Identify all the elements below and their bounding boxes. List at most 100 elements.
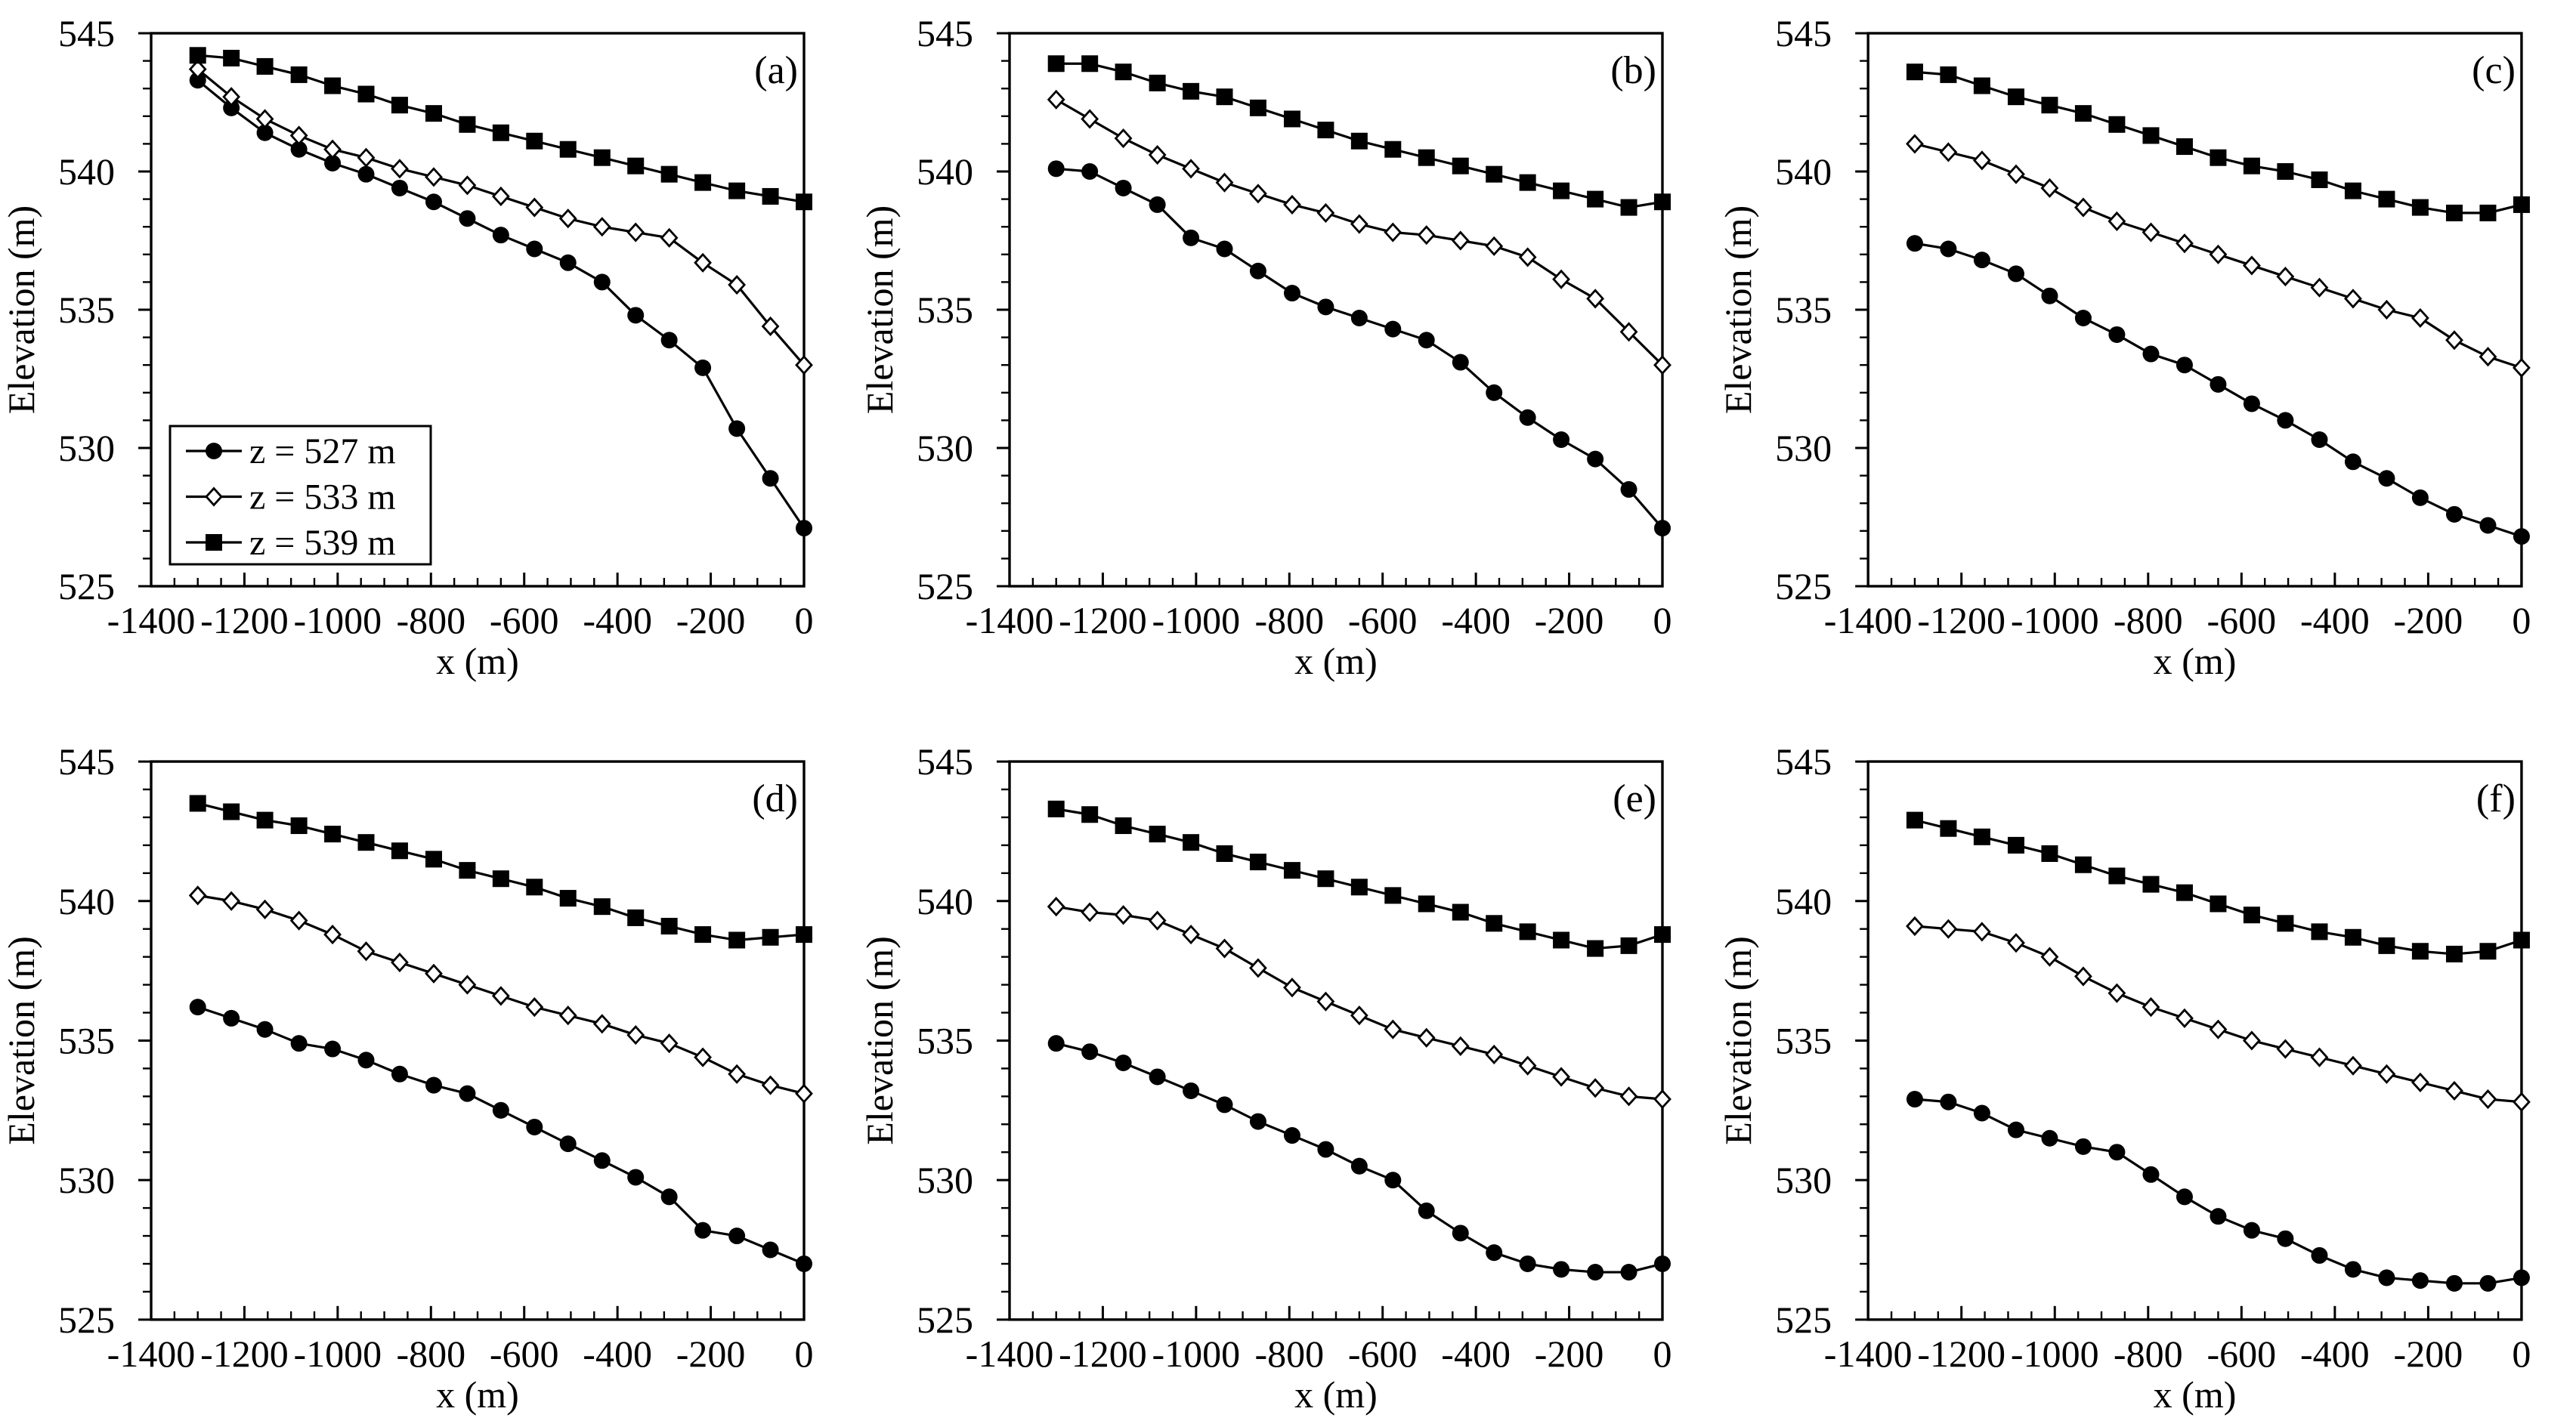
series-z527m-markers [1047, 1035, 1671, 1281]
filled-square-marker [526, 879, 543, 896]
filled-square-marker [1973, 828, 1990, 845]
open-diamond-marker [2513, 1092, 2531, 1112]
chart-f: 525 530 535 540 545 -1400 -1200 -1000 -800 -600 -4… [1717, 740, 2531, 1416]
filled-circle-marker [2007, 1121, 2024, 1138]
y-tick-label: 535 [1775, 289, 1832, 331]
y-axis-title: Elevation (m) [858, 936, 901, 1145]
filled-circle-marker [660, 332, 678, 349]
filled-circle-marker [1620, 480, 1637, 498]
filled-square-marker [1283, 862, 1300, 879]
y-axis: 525 530 535 540 545 [58, 12, 151, 607]
filled-circle-marker [2041, 287, 2058, 304]
open-diamond-marker [1182, 159, 1200, 179]
open-diamond-marker [2513, 357, 2531, 378]
filled-circle-marker [1081, 1043, 1099, 1061]
open-diamond-marker [626, 222, 645, 242]
open-diamond-marker [491, 986, 510, 1006]
filled-circle-marker [1452, 354, 1469, 371]
filled-square-marker [1350, 879, 1368, 896]
x-tick-label: -600 [1348, 1333, 1418, 1375]
series-z539m-markers [1906, 63, 2530, 221]
open-diamond-marker [2411, 307, 2429, 329]
y-tick-label: 535 [1775, 1019, 1832, 1061]
filled-circle-marker [1906, 1091, 1923, 1108]
filled-square-marker [1249, 854, 1266, 871]
filled-circle-marker [762, 470, 779, 487]
filled-square-marker [1587, 190, 1604, 208]
panel-b: 525 530 535 540 545 -1400 -1200 -1000 -800 -600 -4… [858, 0, 1717, 713]
filled-square-marker [2108, 116, 2126, 133]
y-axis-title: Elevation (m) [1717, 936, 1759, 1144]
filled-square-marker [2210, 895, 2227, 913]
y-tick-label: 540 [917, 880, 973, 922]
open-diamond-marker [2344, 289, 2362, 309]
x-axis: -1400 -1200 -1000 -800 -600 -400 -200 0 [1824, 1305, 2531, 1375]
open-diamond-marker [2074, 966, 2092, 987]
filled-circle-marker [2513, 1269, 2530, 1286]
open-diamond-marker [289, 910, 308, 931]
series-z533m-markers [1047, 897, 1671, 1110]
y-tick-label: 545 [1775, 740, 1832, 783]
filled-circle-marker [526, 1118, 543, 1135]
filled-circle-marker [256, 1021, 274, 1038]
filled-square-marker [2277, 915, 2294, 932]
open-diamond-marker [2445, 330, 2463, 351]
x-tick-label: -200 [676, 599, 746, 641]
filled-square-marker [189, 47, 206, 64]
filled-circle-marker [2411, 489, 2429, 506]
filled-circle-marker [1216, 1096, 1233, 1113]
filled-circle-marker [256, 124, 274, 141]
filled-square-marker [1940, 66, 1957, 83]
open-diamond-marker [795, 1083, 813, 1104]
filled-square-marker [2074, 856, 2092, 873]
open-diamond-marker [2209, 1019, 2228, 1039]
filled-circle-marker [2007, 265, 2024, 283]
y-tick-label: 525 [1775, 1299, 1832, 1341]
series-z533m-markers [1906, 916, 2531, 1112]
filled-circle-marker [1587, 1264, 1604, 1281]
filled-circle-marker [1620, 1264, 1637, 1281]
open-diamond-marker [2411, 1072, 2429, 1092]
open-diamond-marker [1653, 355, 1671, 375]
x-tick-label: 0 [1653, 599, 1672, 641]
open-diamond-marker [458, 175, 477, 196]
y-tick-label: 545 [58, 12, 115, 54]
open-diamond-marker [592, 217, 611, 237]
x-tick-label: 0 [795, 599, 814, 641]
filled-circle-marker [1283, 1127, 1300, 1144]
y-tick-label: 525 [917, 1299, 973, 1341]
filled-circle-marker [189, 999, 206, 1016]
open-diamond-marker [2479, 1089, 2497, 1110]
open-diamond-marker [323, 139, 342, 159]
open-diamond-marker [2377, 1064, 2396, 1084]
y-axis: 525 530 535 540 545 [917, 12, 1010, 607]
filled-circle-marker [1519, 409, 1536, 426]
y-tick-label: 535 [917, 1019, 973, 1061]
panel-letter-label: (f) [2476, 777, 2516, 820]
x-axis-title: x (m) [1294, 1373, 1378, 1416]
filled-circle-marker [2479, 1274, 2497, 1292]
x-tick-label: -1000 [1152, 1333, 1241, 1375]
filled-square-marker [2277, 163, 2294, 180]
filled-square-marker [1452, 157, 1469, 175]
filled-circle-marker [2041, 1129, 2058, 1147]
series-z539m-markers [1047, 800, 1671, 957]
y-tick-label: 535 [58, 1019, 115, 1061]
filled-square-marker [796, 193, 812, 211]
y-axis: 525 530 535 540 545 [1775, 740, 1869, 1341]
open-diamond-marker [391, 952, 409, 973]
filled-square-marker [1519, 923, 1536, 941]
x-tick-label: -600 [2206, 1333, 2276, 1375]
filled-square-marker [256, 57, 274, 75]
open-diamond-marker [694, 1047, 712, 1067]
filled-circle-marker [762, 1241, 779, 1259]
open-diamond-marker [255, 899, 274, 919]
filled-square-marker [1149, 74, 1166, 91]
x-tick-label: -200 [2394, 1333, 2463, 1375]
open-diamond-marker [1451, 230, 1470, 251]
x-tick-label: -1000 [2011, 1333, 2099, 1375]
filled-circle-marker [1384, 320, 1402, 338]
y-tick-label: 545 [917, 12, 973, 54]
x-tick-label: -1400 [966, 1333, 1054, 1375]
open-diamond-marker [1518, 1055, 1537, 1076]
